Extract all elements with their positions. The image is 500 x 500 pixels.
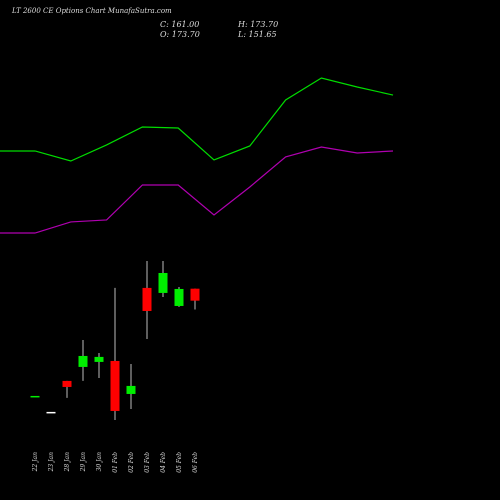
candle-body <box>46 411 56 414</box>
x-tick-label: 06 Feb <box>192 452 199 473</box>
x-tick-label: 01 Feb <box>112 452 119 473</box>
candle-body <box>78 355 88 367</box>
candle-body <box>142 287 152 311</box>
candle-body <box>174 288 184 306</box>
x-tick-label: 03 Feb <box>144 452 151 473</box>
candle-body <box>190 288 200 301</box>
chart-title: LT 2600 CE Options Chart MunafaSutra.com <box>11 7 172 15</box>
candle-body <box>110 360 120 411</box>
x-tick-label: 23 Jan <box>48 452 55 473</box>
x-tick-label: 22 Jan <box>32 452 39 473</box>
indicator-line <box>34 77 394 162</box>
candle-body <box>62 380 72 387</box>
x-tick-label: 02 Feb <box>128 452 135 473</box>
candle-body <box>30 395 40 398</box>
x-tick-label: 28 Jan <box>64 452 71 473</box>
x-tick-label: 29 Jan <box>80 452 87 473</box>
info-low: L: 151.65 <box>237 30 277 39</box>
indicator-line <box>34 146 394 234</box>
candle-body <box>126 385 136 394</box>
x-tick-label: 30 Jan <box>96 452 103 472</box>
candle-body <box>158 272 168 293</box>
x-tick-label: 04 Feb <box>160 452 167 473</box>
info-open: O: 173.70 <box>160 30 200 39</box>
x-tick-label: 05 Feb <box>176 452 183 473</box>
info-high: H: 173.70 <box>237 20 278 29</box>
candle-body <box>94 356 104 362</box>
info-close: C: 161.00 <box>160 20 199 29</box>
